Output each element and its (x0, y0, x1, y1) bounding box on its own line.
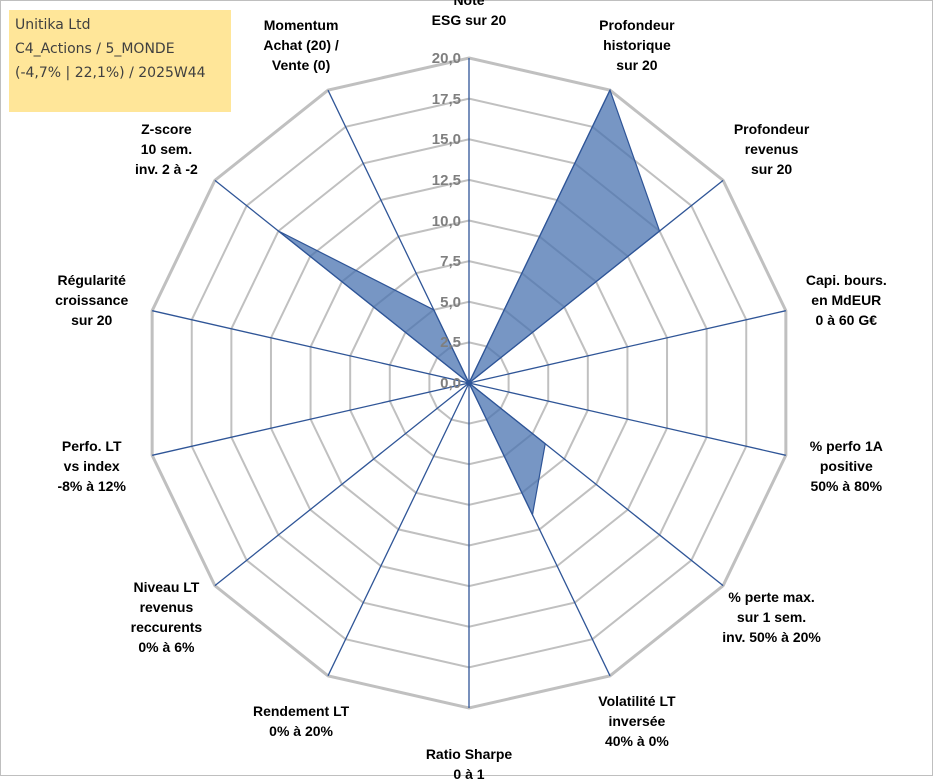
tick-label-3: 7,5 (421, 254, 461, 269)
axis-label-2: Profondeur revenus sur 20 (682, 119, 862, 179)
title-category: C4_Actions / 5_MONDE (15, 37, 225, 61)
title-company: Unitika Ltd (15, 13, 225, 37)
axis-label-8: Rendement LT 0% à 20% (211, 701, 391, 741)
tick-label-6: 15,0 (421, 132, 461, 147)
axis-label-12: Z-score 10 sem. inv. 2 à -2 (76, 119, 256, 179)
tick-label-5: 12,5 (421, 173, 461, 188)
axis-label-13: Momentum Achat (20) / Vente (0) (211, 15, 391, 75)
title-box: Unitika Ltd C4_Actions / 5_MONDE (-4,7% … (9, 10, 231, 112)
axis-label-7: Ratio Sharpe 0 à 1 (379, 744, 559, 784)
axis-label-4: % perfo 1A positive 50% à 80% (756, 436, 933, 496)
axis-label-3: Capi. bours. en MdEUR 0 à 60 G€ (756, 270, 933, 330)
axis-label-6: Volatilité LT inversée 40% à 0% (547, 691, 727, 751)
axis-label-10: Perfo. LT vs index -8% à 12% (2, 436, 182, 496)
tick-label-4: 10,0 (421, 214, 461, 229)
axis-label-0: Note ESG sur 20 (379, 0, 559, 30)
tick-label-2: 5,0 (421, 295, 461, 310)
title-stats: (-4,7% | 22,1%) / 2025W44 (15, 61, 225, 85)
axis-label-1: Profondeur historique sur 20 (547, 15, 727, 75)
axis-label-9: Niveau LT revenus reccurents 0% à 6% (76, 577, 256, 657)
tick-label-7: 17,5 (421, 92, 461, 107)
axis-label-5: % perte max. sur 1 sem. inv. 50% à 20% (682, 587, 862, 647)
tick-label-1: 2,5 (421, 335, 461, 350)
tick-label-8: 20,0 (421, 51, 461, 66)
axis-label-11: Régularité croissance sur 20 (2, 270, 182, 330)
spoke-8 (328, 383, 469, 676)
tick-label-0: 0,0 (421, 376, 461, 391)
